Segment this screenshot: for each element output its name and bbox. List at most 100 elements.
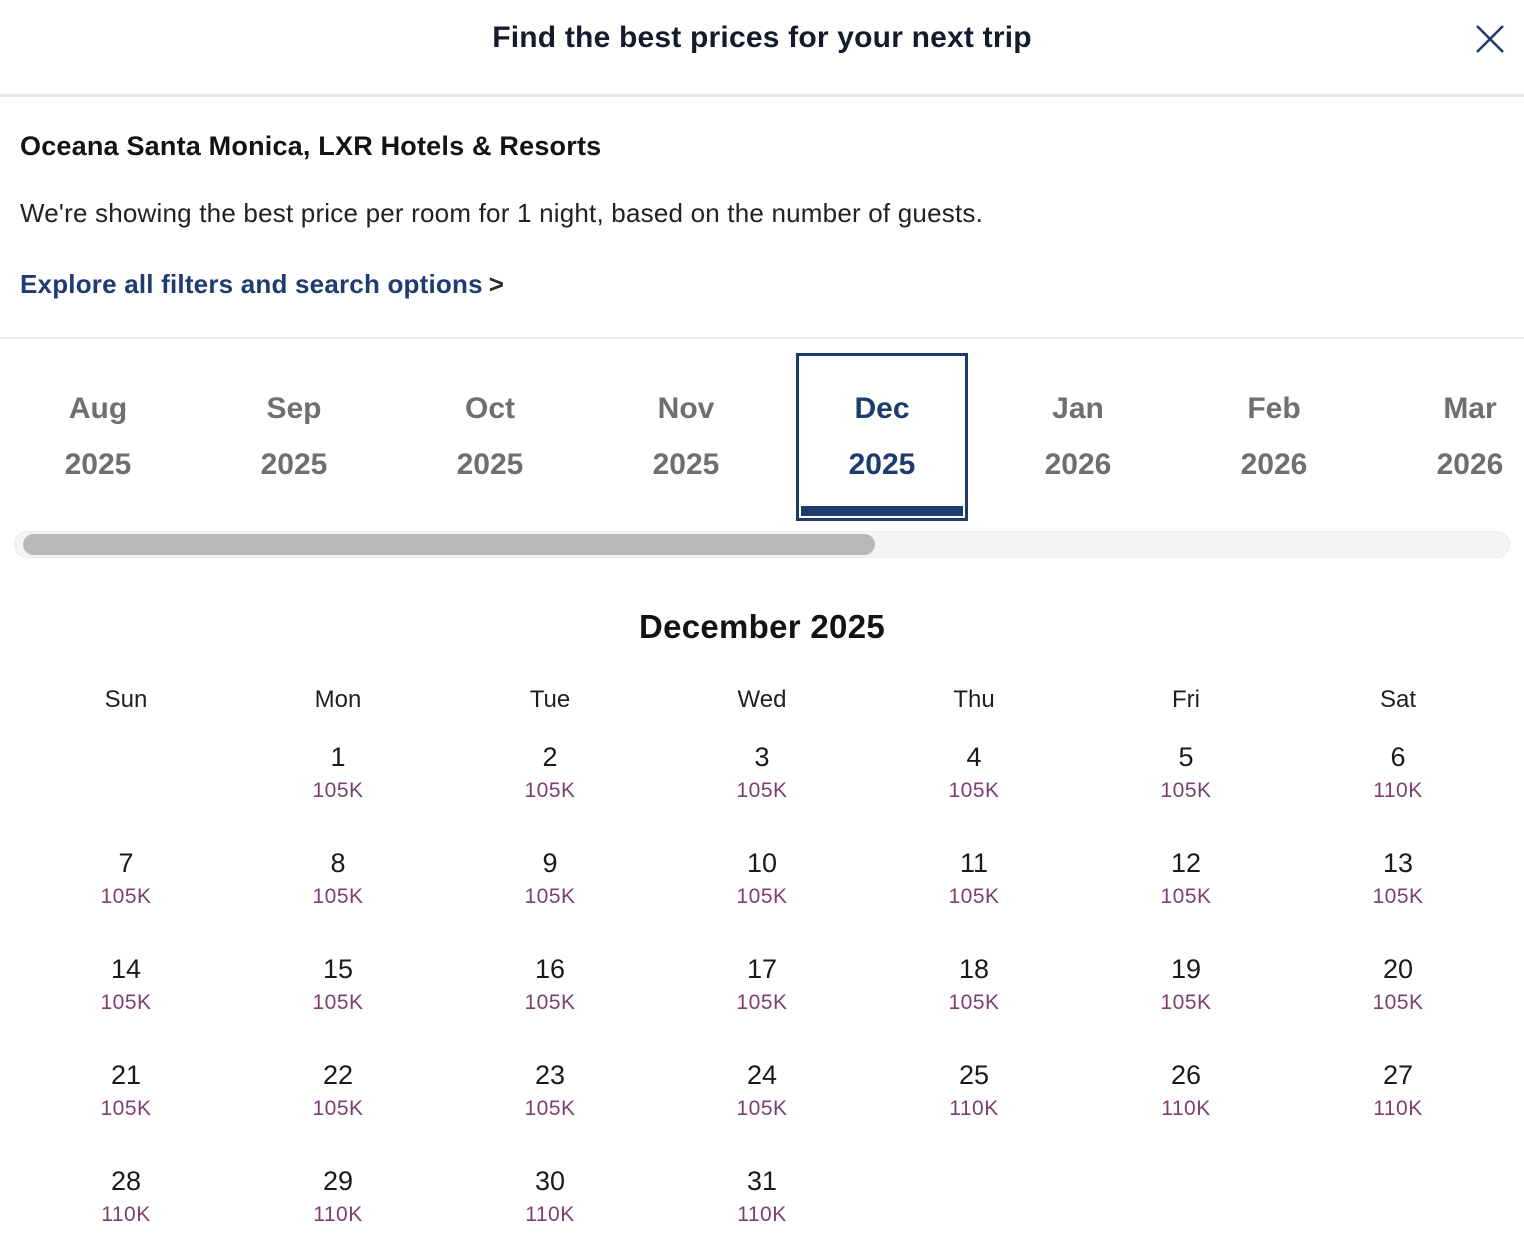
month-tab-month-label: Oct [464, 392, 515, 425]
weekday-label-tue: Tue [529, 686, 571, 713]
month-tab-month-label: Jan [1052, 392, 1104, 425]
month-tab-year-label: 2026 [1044, 448, 1112, 481]
calendar-day-31[interactable]: 31 110K [656, 1152, 868, 1252]
month-tab-dec-2025[interactable]: Dec 2025 [796, 353, 968, 521]
calendar-day-12[interactable]: 12 105K [1080, 834, 1292, 940]
modal-header: Find the best prices for your next trip [0, 0, 1524, 97]
calendar-day-21[interactable]: 21 105K [20, 1046, 232, 1152]
day-price: 110K [525, 1203, 575, 1226]
week-row: 28 110K 29 110K 30 110K 31 110K [20, 1152, 1504, 1252]
calendar-day-17[interactable]: 17 105K [656, 940, 868, 1046]
weekday-label-sat: Sat [1379, 686, 1417, 713]
week-row: 7 105K 8 105K 9 105K 10 105K 11 105K 12 105K 13 105K [20, 834, 1504, 940]
calendar-day-19[interactable]: 19 105K [1080, 940, 1292, 1046]
calendar-day-29[interactable]: 29 110K [232, 1152, 444, 1252]
month-tabs-scrollbar-track[interactable] [14, 531, 1510, 558]
calendar-day-26[interactable]: 26 110K [1080, 1046, 1292, 1152]
close-button[interactable] [1464, 14, 1516, 66]
month-tab-month-label: Dec [854, 392, 910, 425]
month-tab-nov-2025[interactable]: Nov 2025 [588, 353, 784, 521]
calendar-day-25[interactable]: 25 110K [868, 1046, 1080, 1152]
weekday-label-wed: Wed [737, 686, 787, 713]
calendar-day-16[interactable]: 16 105K [444, 940, 656, 1046]
day-number: 31 [746, 1166, 778, 1196]
calendar-day-empty [1080, 1152, 1292, 1252]
day-number: 26 [1170, 1060, 1202, 1090]
price-calendar: Sun Mon Tue Wed Thu Fri Sat 1 105K 2 105K 3 105K 4 10… [20, 686, 1504, 1252]
month-tab-feb-2026[interactable]: Feb 2026 [1176, 353, 1372, 521]
day-number: 27 [1382, 1060, 1414, 1090]
calendar-day-27[interactable]: 27 110K [1292, 1046, 1504, 1152]
month-tab-year-label: 2025 [64, 448, 132, 481]
calendar-day-6[interactable]: 6 110K [1292, 728, 1504, 834]
day-price: 105K [524, 779, 576, 802]
month-tab-oct-2025[interactable]: Oct 2025 [392, 353, 588, 521]
day-price: 110K [313, 1203, 363, 1226]
day-price: 105K [1372, 991, 1424, 1014]
weekday-label-thu: Thu [953, 686, 995, 713]
day-number: 13 [1382, 848, 1414, 878]
weekday-header-row: Sun Mon Tue Wed Thu Fri Sat [20, 686, 1504, 714]
calendar-day-4[interactable]: 4 105K [868, 728, 1080, 834]
calendar-day-30[interactable]: 30 110K [444, 1152, 656, 1252]
explore-filters-link-label: Explore all filters and search options [20, 269, 483, 299]
explore-filters-link[interactable]: Explore all filters and search options > [20, 269, 504, 300]
calendar-day-24[interactable]: 24 105K [656, 1046, 868, 1152]
month-tab-mar-2026[interactable]: Mar 2026 [1372, 353, 1524, 521]
calendar-day-2[interactable]: 2 105K [444, 728, 656, 834]
calendar-day-8[interactable]: 8 105K [232, 834, 444, 940]
day-number: 20 [1382, 954, 1414, 984]
day-number: 29 [322, 1166, 354, 1196]
month-tab-sep-2025[interactable]: Sep 2025 [196, 353, 392, 521]
day-price: 110K [101, 1203, 151, 1226]
chevron-right-icon: > [488, 269, 505, 299]
day-number: 19 [1170, 954, 1202, 984]
month-tabs: Aug 2025 Sep 2025 Oct 2025 Nov 2025 Dec 2025 Jan 20… [0, 339, 1524, 525]
hotel-name: Oceana Santa Monica, LXR Hotels & Resort… [20, 131, 602, 161]
month-tab-year-label: 2026 [1436, 448, 1504, 481]
calendar-day-13[interactable]: 13 105K [1292, 834, 1504, 940]
day-number: 1 [330, 742, 346, 772]
calendar-day-23[interactable]: 23 105K [444, 1046, 656, 1152]
day-price: 105K [736, 885, 788, 908]
day-number: 9 [542, 848, 558, 878]
day-price: 105K [524, 991, 576, 1014]
calendar-day-3[interactable]: 3 105K [656, 728, 868, 834]
calendar-day-11[interactable]: 11 105K [868, 834, 1080, 940]
day-number: 15 [322, 954, 354, 984]
month-tab-aug-2025[interactable]: Aug 2025 [0, 353, 196, 521]
month-tabs-scrollbar-thumb[interactable] [23, 534, 875, 555]
calendar-day-empty [868, 1152, 1080, 1252]
day-price: 110K [1373, 779, 1423, 802]
day-number: 23 [534, 1060, 566, 1090]
day-number: 4 [966, 742, 982, 772]
weekday-label-fri: Fri [1172, 686, 1200, 713]
calendar-day-9[interactable]: 9 105K [444, 834, 656, 940]
day-number: 2 [542, 742, 558, 772]
calendar-day-10[interactable]: 10 105K [656, 834, 868, 940]
month-tab-year-label: 2026 [1240, 448, 1308, 481]
month-tab-jan-2026[interactable]: Jan 2026 [980, 353, 1176, 521]
calendar-day-5[interactable]: 5 105K [1080, 728, 1292, 834]
day-number: 14 [110, 954, 142, 984]
calendar-day-28[interactable]: 28 110K [20, 1152, 232, 1252]
calendar-day-14[interactable]: 14 105K [20, 940, 232, 1046]
day-number: 10 [746, 848, 778, 878]
month-tab-year-label: 2025 [260, 448, 328, 481]
month-tab-month-label: Aug [68, 392, 128, 425]
calendar-day-22[interactable]: 22 105K [232, 1046, 444, 1152]
day-price: 105K [948, 779, 1000, 802]
weekday-label-sun: Sun [104, 686, 148, 713]
calendar-day-20[interactable]: 20 105K [1292, 940, 1504, 1046]
day-number: 21 [110, 1060, 142, 1090]
month-tab-strip-wrap: Aug 2025 Sep 2025 Oct 2025 Nov 2025 Dec 2025 Jan 20… [0, 337, 1524, 525]
calendar-day-7[interactable]: 7 105K [20, 834, 232, 940]
calendar-day-1[interactable]: 1 105K [232, 728, 444, 834]
pricing-description: We're showing the best price per room fo… [20, 198, 983, 228]
day-price: 105K [312, 779, 364, 802]
month-tab-month-label: Sep [266, 392, 322, 425]
day-number: 17 [746, 954, 778, 984]
day-price: 110K [1161, 1097, 1211, 1120]
calendar-day-18[interactable]: 18 105K [868, 940, 1080, 1046]
calendar-day-15[interactable]: 15 105K [232, 940, 444, 1046]
